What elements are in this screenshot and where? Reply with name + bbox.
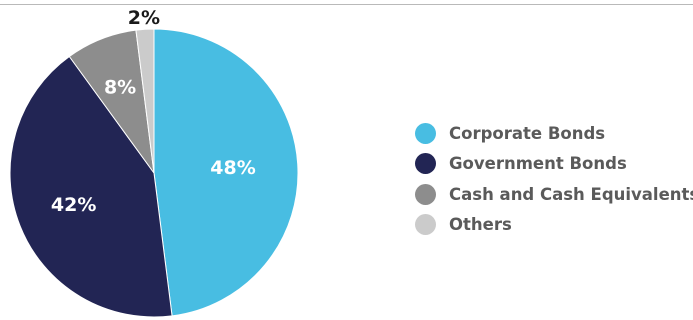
legend-swatch [415, 183, 436, 205]
slice-value-label: 2% [128, 7, 160, 29]
slice-value-label: 8% [104, 76, 136, 98]
legend-label: Corporate Bonds [449, 123, 606, 143]
legend-label: Cash and Cash Equivalents [449, 184, 693, 204]
legend-item-corporate-bonds: Corporate Bonds [415, 118, 693, 149]
pie-slice-others [135, 28, 155, 174]
legend-swatch [415, 153, 436, 175]
legend-item-government-bonds: Government Bonds [415, 149, 693, 180]
slice-value-label: 42% [51, 194, 96, 216]
legend-item-cash-and-cash-equivalents: Cash and Cash Equivalents [415, 179, 693, 210]
legend-swatch [415, 122, 436, 144]
slice-value-label: 48% [210, 157, 255, 179]
legend-item-others: Others [415, 210, 693, 241]
top-divider [0, 4, 693, 5]
legend-swatch [415, 214, 436, 236]
chart-legend: Corporate Bonds Government Bonds Cash an… [415, 118, 693, 240]
pie-slice-government-bonds [9, 55, 173, 318]
legend-label: Government Bonds [449, 154, 627, 174]
legend-label: Others [449, 215, 512, 235]
pie-slice-corporate-bonds [153, 28, 299, 317]
